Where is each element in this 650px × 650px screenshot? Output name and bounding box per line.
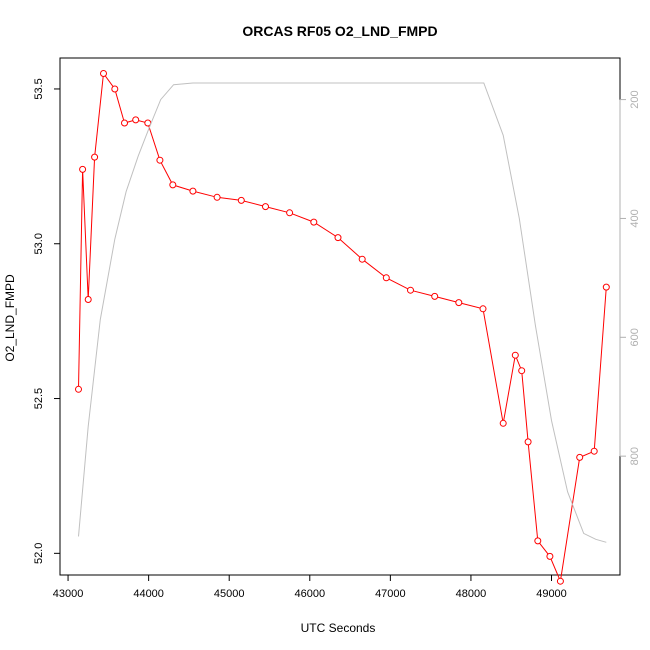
series-0-point [111,85,119,93]
y-tick-label: 53.0 [33,233,45,254]
series-0-point [91,153,99,161]
series-0-point [455,299,463,307]
series-0-point [479,305,487,313]
series-0-line [78,72,607,584]
y-tick-label: 52.5 [33,388,45,409]
series-1-line [78,82,607,543]
series-0-point [382,274,390,282]
series-0-point [590,447,598,455]
series-0-point [556,577,564,585]
y2-tick-label: 400 [629,209,641,227]
series-0-point [237,196,245,204]
y-axis-label: O2_LND_FMPD [3,274,17,362]
y2-axis: 200 400 600 800 [619,90,641,465]
series-0-point [156,156,164,164]
series-0-point [602,283,610,291]
y-tick-label: 53.5 [33,78,45,99]
series-0-point [189,187,197,195]
series-0-point [169,181,177,189]
series-0-point [546,552,554,560]
series-0-point [534,537,542,545]
series-0-point [499,419,507,427]
series-0-point [518,367,526,375]
y2-tick-label: 600 [629,328,641,346]
series-layer [75,70,610,585]
x-tick-label: 43000 [53,588,84,600]
series-0-point [132,116,140,124]
series-0-point [262,203,269,211]
x-tick-label: 48000 [456,588,487,600]
series-0-point [524,438,532,446]
y-tick-label: 52.0 [33,543,45,564]
chart-title: ORCAS RF05 O2_LND_FMPD [242,23,437,39]
series-0-point [431,292,439,300]
series-0-point [407,286,414,294]
series-0-point [100,70,107,77]
series-0-point [84,296,92,303]
series-0-point [75,385,82,393]
series-0-point [334,234,342,242]
series-0-point [358,255,366,263]
x-axis-label: UTC Seconds [301,621,376,635]
series-0-point [576,453,584,461]
x-tick-label: 44000 [133,588,164,600]
plot-frame [59,57,621,576]
series-0-point [286,209,294,217]
y2-tick-label: 800 [629,447,641,465]
series-0-point [79,165,87,173]
x-tick-label: 46000 [294,588,325,600]
x-axis: 43000 44000 45000 46000 47000 48000 49000 [53,574,567,600]
y2-tick-label: 200 [629,90,641,108]
series-0-point [310,218,318,226]
y-axis: 52.0 52.5 53.0 53.5 [33,78,61,564]
series-0-point [511,351,519,359]
series-0-point [213,193,221,201]
x-tick-label: 45000 [214,588,245,600]
series-0-point [121,119,128,127]
x-tick-label: 49000 [536,588,567,600]
x-tick-label: 47000 [375,588,406,600]
